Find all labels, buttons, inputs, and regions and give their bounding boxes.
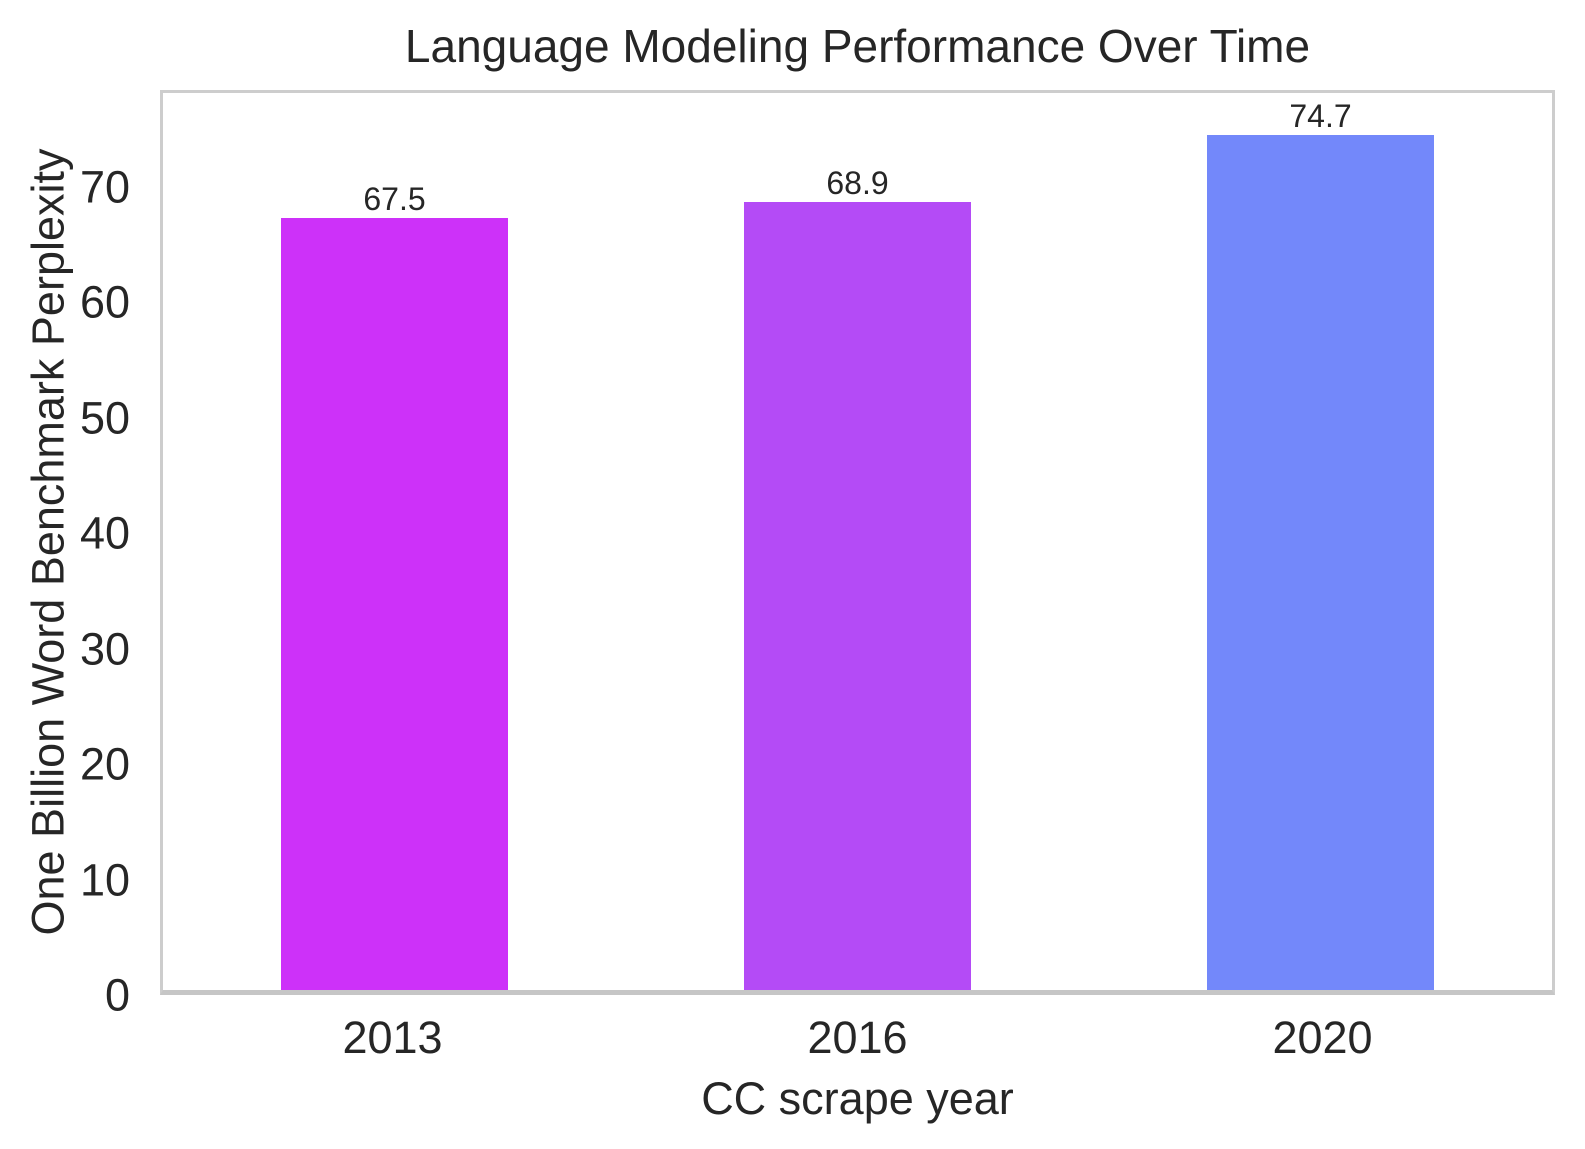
y-tick-label-50: 50 <box>79 392 130 444</box>
x-tick-label-2013: 2013 <box>342 1012 443 1063</box>
y-axis-ticks: 0 10 20 30 40 50 60 70 <box>0 90 130 1017</box>
chart-title: Language Modeling Performance Over Time <box>404 20 1311 72</box>
x-axis-ticks: 2013 2016 2020 <box>160 1013 1555 1069</box>
bar-value-label-2020: 74.7 <box>1289 98 1352 135</box>
bar-2016 <box>744 201 971 990</box>
bar-2020 <box>1207 135 1434 990</box>
plot-area: 67.5 68.9 74.7 <box>160 90 1555 995</box>
x-axis-label: CC scrape year <box>701 1073 1014 1124</box>
y-tick-label-0: 0 <box>104 969 130 1021</box>
y-tick-label-30: 30 <box>79 623 130 675</box>
bar-2013 <box>281 217 508 990</box>
bar-value-label-2013: 67.5 <box>363 180 426 217</box>
y-tick-label-10: 10 <box>79 854 130 906</box>
y-tick-label-60: 60 <box>79 276 130 328</box>
y-tick-label-40: 40 <box>79 507 130 559</box>
x-tick-label-2016: 2016 <box>807 1012 908 1063</box>
y-tick-label-20: 20 <box>79 738 130 790</box>
bar-value-label-2016: 68.9 <box>826 164 889 201</box>
y-tick-label-70: 70 <box>79 161 130 213</box>
x-tick-label-2020: 2020 <box>1272 1012 1373 1063</box>
